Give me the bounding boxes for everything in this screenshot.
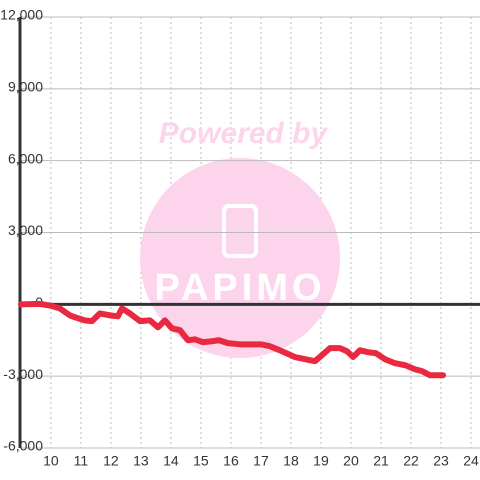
watermark-icon (222, 204, 258, 258)
y-tick-label: 9,000 (8, 79, 43, 95)
x-tick-label: 13 (133, 453, 149, 469)
x-tick-label: 12 (103, 453, 119, 469)
y-tick-label: 6,000 (8, 150, 43, 166)
x-tick-label: 16 (223, 453, 239, 469)
x-tick-label: 14 (163, 453, 179, 469)
x-tick-label: 18 (283, 453, 299, 469)
x-tick-label: 22 (403, 453, 419, 469)
y-tick-label: -6,000 (3, 438, 43, 454)
x-tick-label: 15 (193, 453, 209, 469)
x-tick-label: 20 (343, 453, 359, 469)
x-tick-label: 23 (433, 453, 449, 469)
line (17, 300, 447, 379)
watermark-text: Powered by (159, 117, 329, 150)
y-tick-label: -3,000 (3, 366, 43, 382)
watermark-logo: PAPIMO (154, 267, 325, 309)
x-tick-label: 11 (74, 453, 89, 469)
y-tick-label: 12,000 (0, 7, 43, 23)
x-tick-label: 17 (253, 453, 269, 469)
x-tick-label: 10 (43, 453, 59, 469)
x-tick-label: 21 (373, 453, 389, 469)
x-tick-label: 19 (313, 453, 329, 469)
y-tick-label: 3,000 (8, 222, 43, 238)
x-tick-label: 24 (463, 453, 479, 469)
